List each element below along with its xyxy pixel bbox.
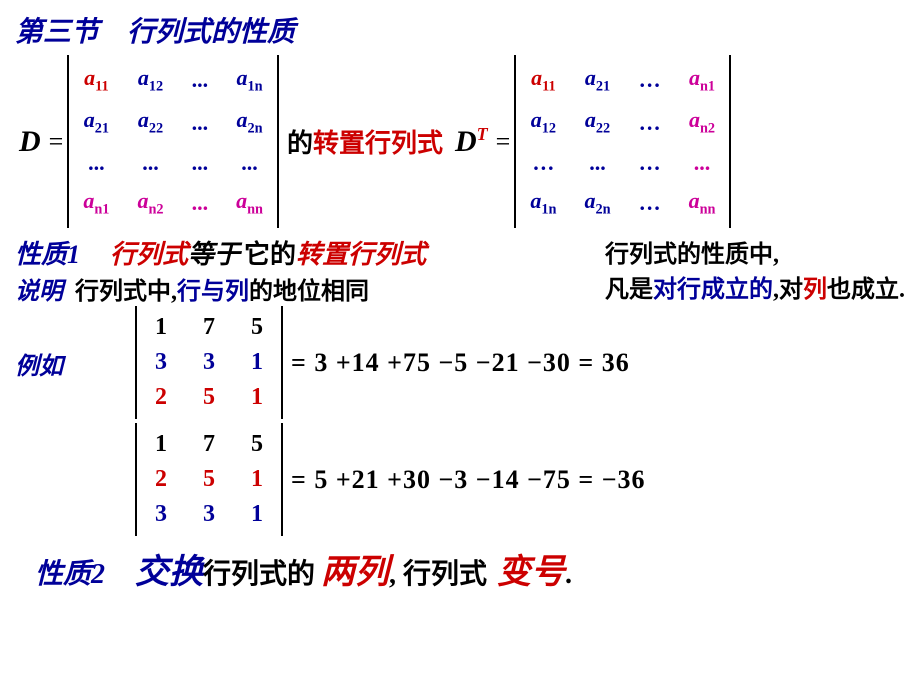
symbol-DT: DT	[455, 124, 488, 159]
property-2-line: 性质2 交换 行列式的 两列 , 行列式 变号 .	[35, 544, 905, 593]
prop2-label: 性质2	[35, 552, 105, 592]
equals-sign-2: =	[496, 127, 511, 157]
mid-text: 的转置行列式	[287, 123, 443, 160]
determinant-DT: a11a21…an1a12a22…an2…...…...a1na2n…ann	[514, 55, 731, 228]
example-calc-2: 175251331 = 5 +21 +30 −3 −14 −75 = −36	[135, 423, 905, 536]
section-number: 第三节	[15, 17, 99, 48]
section-title: 第三节 行列式的性质	[15, 10, 905, 50]
note-line: 说明 行列式中, 行与列 的地位相同	[15, 271, 605, 306]
property-1-line: 性质1 行列式 等于 它的 转置行列式	[15, 234, 605, 271]
example-calc-1: 175331251 = 3 +14 +75 −5 −21 −30 = 36	[135, 306, 905, 419]
example-label: 例如	[15, 346, 63, 381]
prop1-label: 性质1	[15, 234, 80, 271]
calc-result-1: = 3 +14 +75 −5 −21 −30 = 36	[291, 348, 630, 378]
symbol-D: D	[19, 125, 41, 159]
section-topic: 行列式的性质	[127, 17, 295, 48]
matrix-definition-line: D = a11a12...a1na21a22...a2n............…	[15, 55, 905, 228]
example-det-2: 175251331	[135, 423, 283, 536]
equals-sign: =	[49, 127, 64, 157]
calc-result-2: = 5 +21 +30 −3 −14 −75 = −36	[291, 465, 646, 495]
determinant-D: a11a12...a1na21a22...a2n............an1a…	[67, 55, 279, 228]
side-annotations: 行列式的性质中, 凡是对行成立的,对列也成立.	[605, 234, 905, 304]
example-det-1: 175331251	[135, 306, 283, 419]
